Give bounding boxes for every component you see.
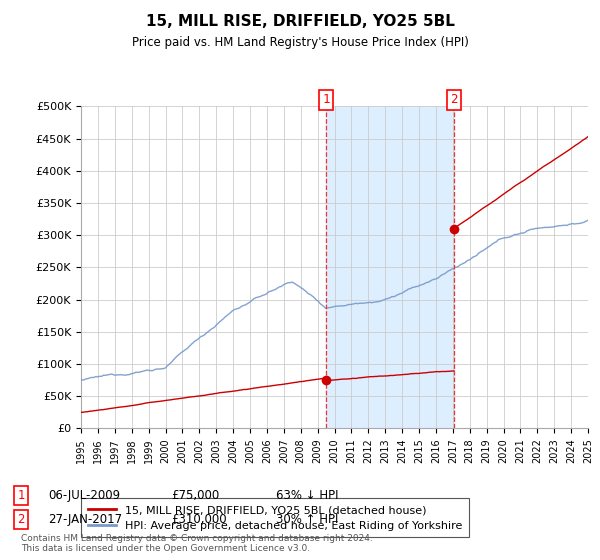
- Text: £75,000: £75,000: [171, 489, 219, 502]
- Text: 15, MILL RISE, DRIFFIELD, YO25 5BL: 15, MILL RISE, DRIFFIELD, YO25 5BL: [146, 14, 454, 29]
- Text: 30% ↑ HPI: 30% ↑ HPI: [276, 513, 338, 526]
- Text: Contains HM Land Registry data © Crown copyright and database right 2024.
This d: Contains HM Land Registry data © Crown c…: [21, 534, 373, 553]
- Text: 2: 2: [450, 94, 458, 106]
- Text: £310,000: £310,000: [171, 513, 227, 526]
- Text: Price paid vs. HM Land Registry's House Price Index (HPI): Price paid vs. HM Land Registry's House …: [131, 36, 469, 49]
- Text: 2: 2: [17, 513, 25, 526]
- Text: 06-JUL-2009: 06-JUL-2009: [48, 489, 120, 502]
- Text: 63% ↓ HPI: 63% ↓ HPI: [276, 489, 338, 502]
- Text: 1: 1: [17, 489, 25, 502]
- Bar: [326, 106, 454, 428]
- Legend: 15, MILL RISE, DRIFFIELD, YO25 5BL (detached house), HPI: Average price, detache: 15, MILL RISE, DRIFFIELD, YO25 5BL (deta…: [82, 498, 469, 537]
- Text: 27-JAN-2017: 27-JAN-2017: [48, 513, 122, 526]
- Text: 1: 1: [322, 94, 330, 106]
